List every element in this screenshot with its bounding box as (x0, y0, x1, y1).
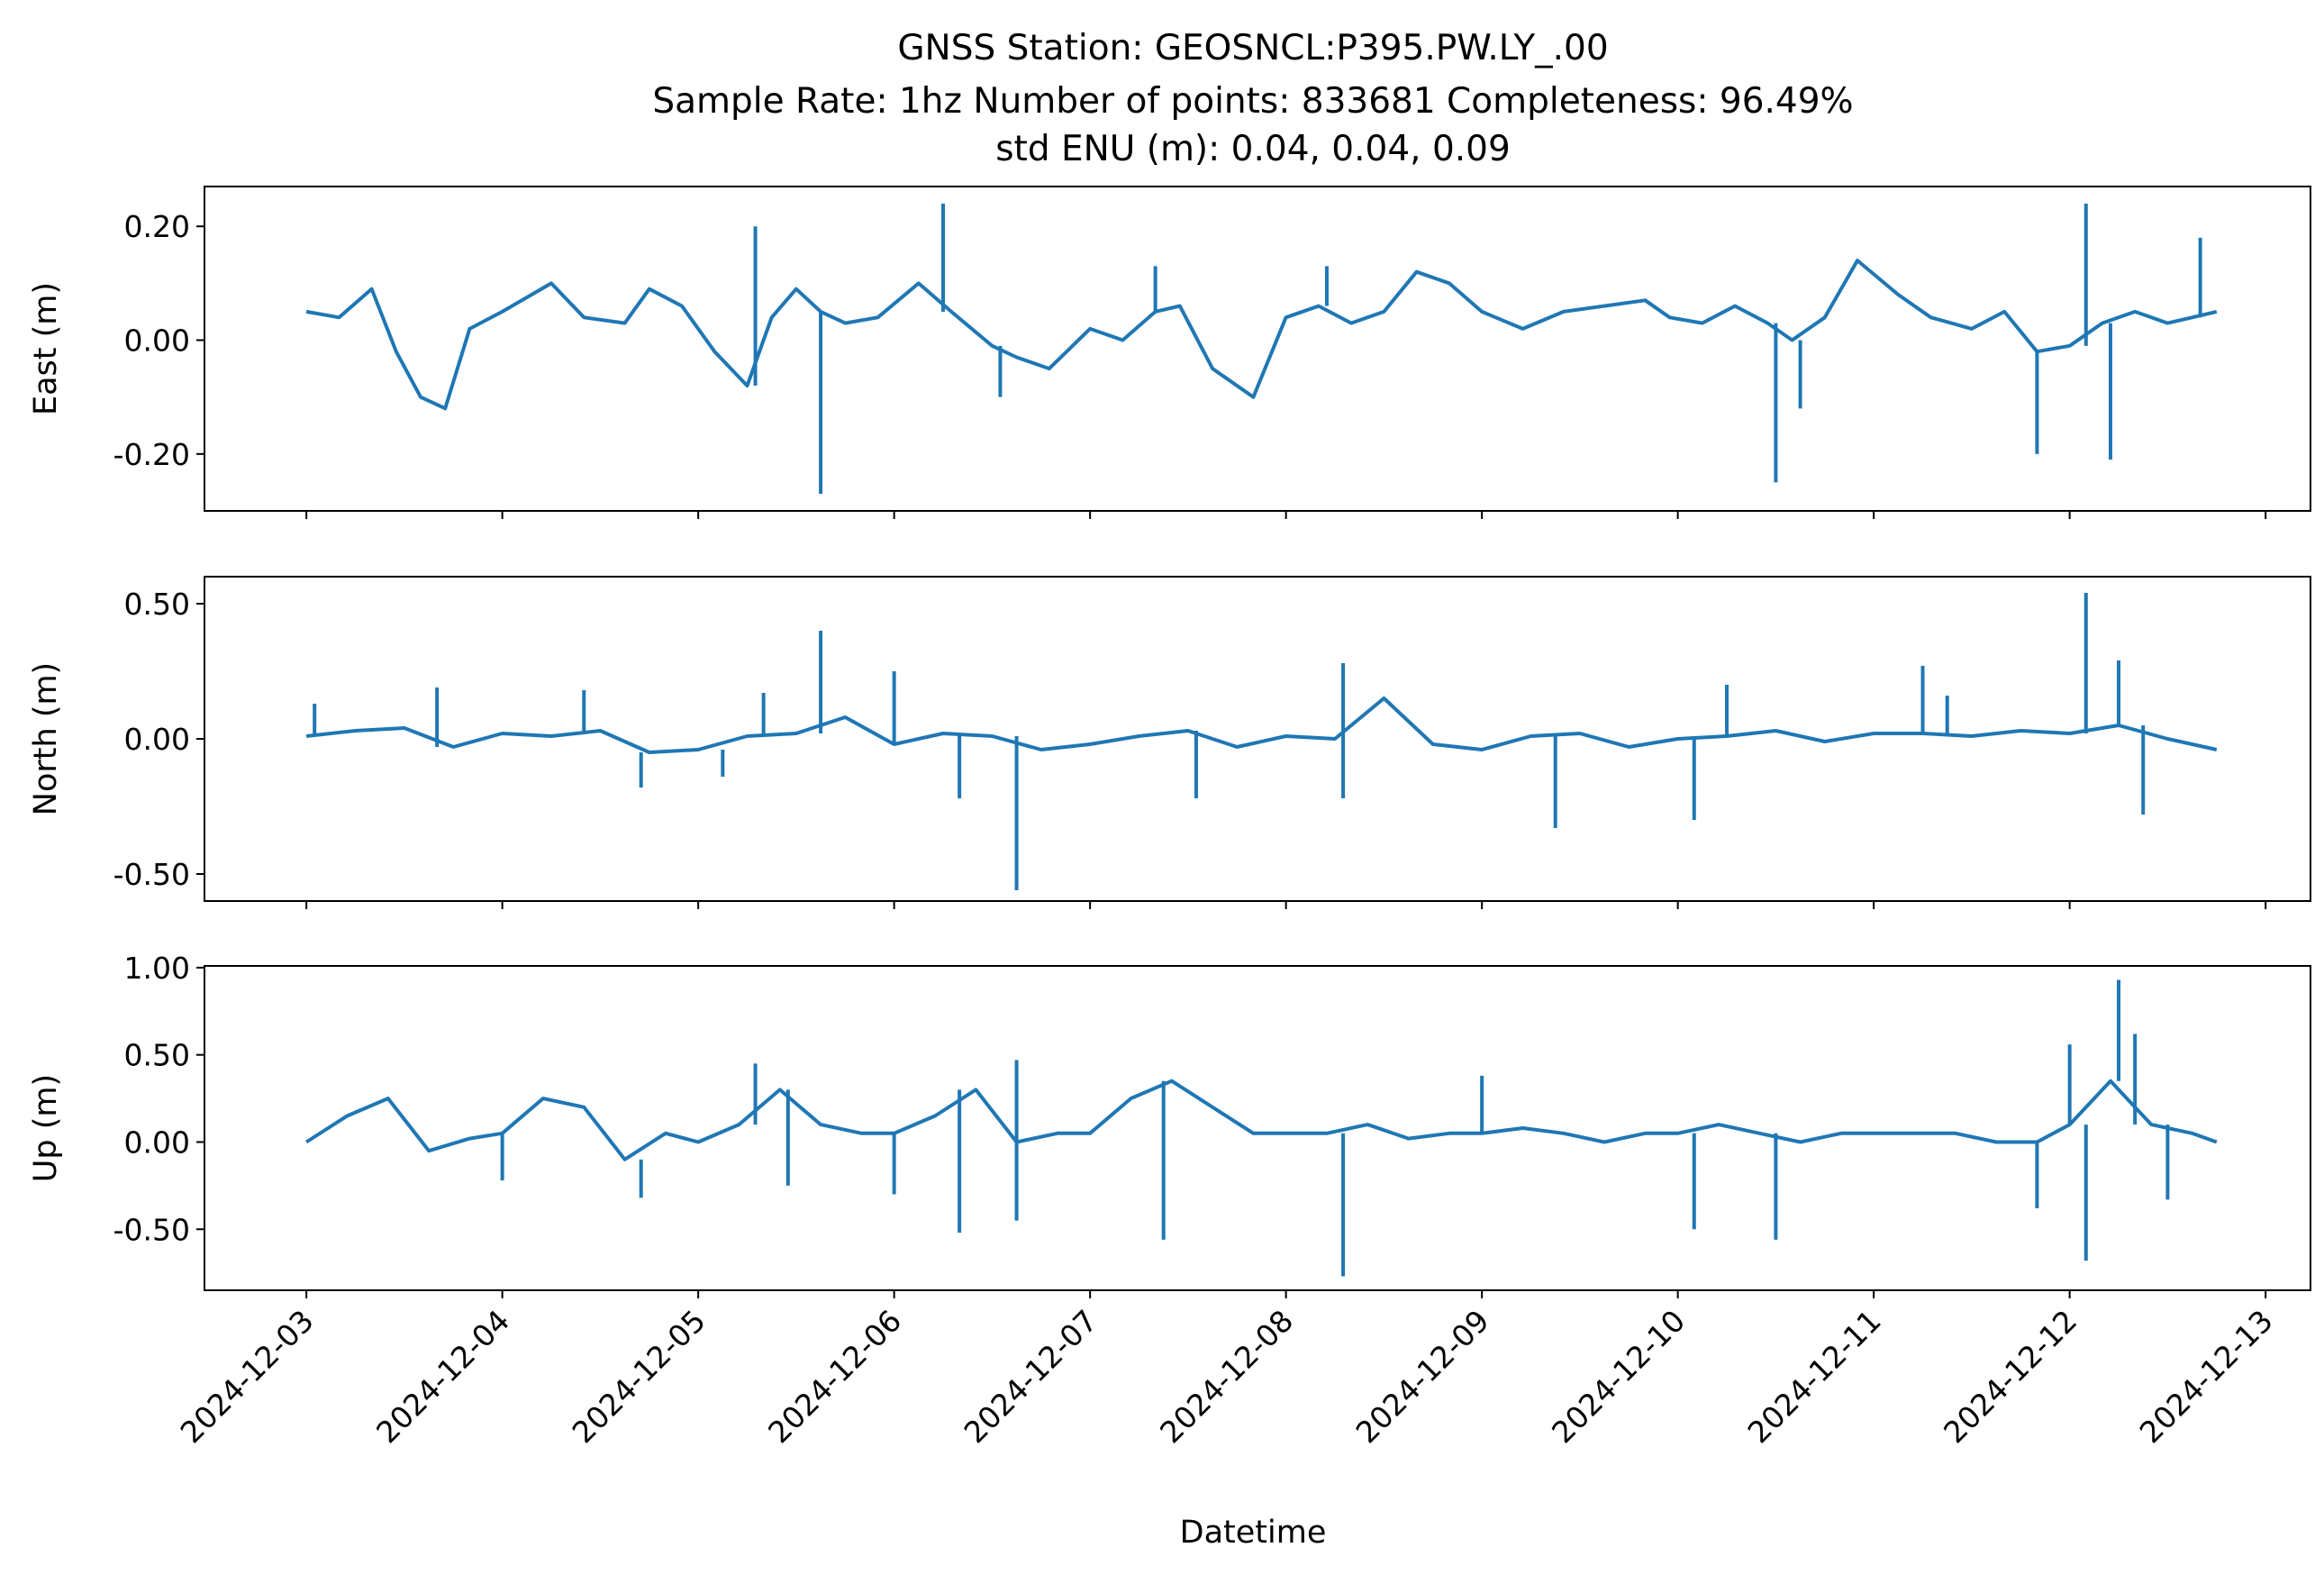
y-axis-label: North (m) (28, 662, 64, 815)
y-tick-label: -0.50 (113, 1212, 190, 1247)
series-line-east (305, 259, 2218, 411)
y-axis-label: Up (m) (28, 1074, 64, 1182)
y-tick-label: 0.50 (124, 1038, 190, 1073)
y-tick-label: -0.50 (113, 857, 190, 892)
title-line-2: Sample Rate: 1hz Number of points: 83368… (652, 81, 1853, 122)
series-line-up (305, 1079, 2218, 1161)
y-axis-label: East (m) (28, 282, 64, 415)
plot-frame (204, 186, 2311, 512)
y-tick-label: 0.20 (124, 209, 190, 244)
series-line-north (305, 696, 2218, 754)
panel-north: 0.50 0.00 -0.50 North (m) (28, 576, 2311, 909)
y-tick-label: 0.00 (124, 1124, 190, 1160)
plot-frame (204, 965, 2311, 1291)
title-line-3: std ENU (m): 0.04, 0.04, 0.09 (995, 129, 1511, 169)
x-axis-label: Datetime (1180, 1515, 1327, 1551)
y-tick-label: 0.00 (124, 323, 190, 359)
y-tick-label: -0.20 (113, 437, 190, 472)
y-tick-label: 0.00 (124, 722, 190, 757)
y-tick-label: 1.00 (124, 951, 190, 986)
panel-east: 0.20 0.00 -0.20 East (m) (28, 186, 2311, 519)
title-line-1: GNSS Station: GEOSNCL:P395.PW.LY_.00 (897, 28, 1608, 68)
y-tick-label: 0.50 (124, 587, 190, 622)
